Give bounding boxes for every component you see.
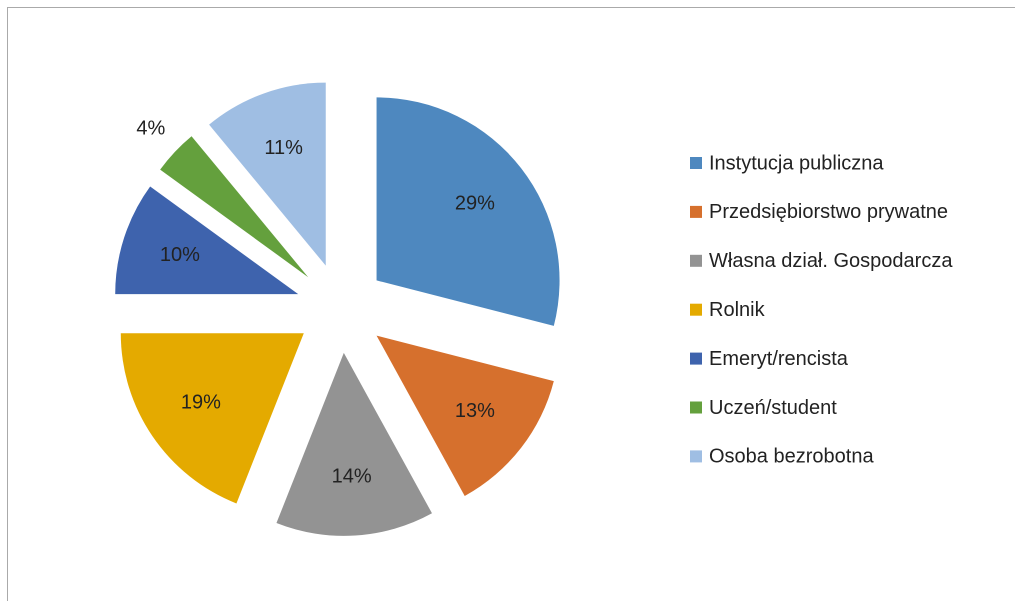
- legend-swatch: [690, 303, 702, 316]
- pie-slice: [376, 335, 554, 496]
- legend-label: Emeryt/rencista: [709, 348, 849, 370]
- data-label: 29%: [455, 192, 495, 214]
- legend-swatch: [690, 401, 702, 414]
- pie-slice: [276, 352, 432, 536]
- pie-slice: [160, 136, 309, 278]
- data-label: 11%: [264, 137, 303, 159]
- legend-label: Uczeń/student: [709, 397, 837, 419]
- data-label: 19%: [181, 392, 221, 414]
- legend-swatch: [690, 157, 702, 169]
- data-label: 13%: [455, 400, 495, 422]
- data-label: 14%: [332, 465, 372, 487]
- data-label: 4%: [136, 118, 165, 140]
- pie-slice: [376, 97, 560, 326]
- legend-label: Rolnik: [709, 299, 766, 321]
- legend-swatch: [690, 254, 702, 267]
- legend-label: Osoba bezrobotna: [709, 446, 874, 468]
- chart-frame: [7, 7, 1015, 601]
- legend-label: Przedsiębiorstwo prywatne: [709, 201, 948, 223]
- pie-slice: [115, 186, 299, 295]
- legend-swatch: [690, 352, 702, 365]
- legend-swatch: [690, 450, 702, 463]
- legend-label: Własna dział. Gospodarcza: [709, 250, 953, 272]
- pie-slice: [209, 82, 326, 266]
- legend-swatch: [690, 205, 702, 218]
- data-label: 10%: [160, 244, 200, 266]
- pie-slice: [120, 333, 304, 504]
- legend-label: Instytucja publiczna: [709, 152, 884, 174]
